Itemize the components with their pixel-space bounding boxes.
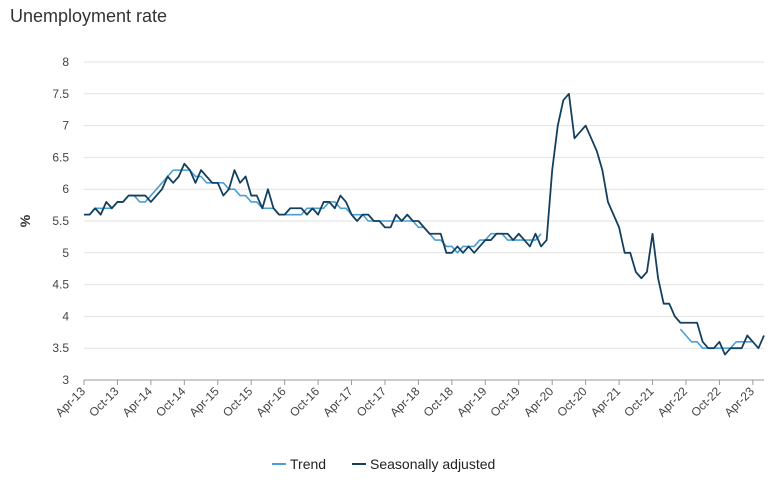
y-tick-label: 7 [62, 119, 69, 133]
x-tick-label: Apr-20 [521, 384, 557, 420]
x-tick-label: Oct-17 [354, 384, 390, 420]
x-tick-label: Oct-15 [220, 384, 256, 420]
y-tick-label: 6.5 [52, 150, 69, 164]
y-tick-label: 4 [62, 309, 69, 323]
seasonally-adjusted-line [84, 92, 765, 356]
x-tick-label: Apr-15 [187, 384, 223, 420]
x-tick-label: Apr-16 [253, 384, 289, 420]
x-tick-label: Oct-21 [621, 384, 657, 420]
x-tick-label: Apr-14 [120, 384, 156, 420]
y-axis-label: % [17, 214, 33, 227]
x-tick-label: Oct-22 [688, 384, 724, 420]
series-lines [84, 92, 765, 356]
trend-line [84, 169, 753, 349]
x-tick-label: Oct-13 [86, 384, 122, 420]
gridlines [84, 61, 764, 381]
x-axis: Apr-13Oct-13Apr-14Oct-14Apr-15Oct-15Apr-… [53, 380, 757, 420]
legend: Trend Seasonally adjusted [272, 456, 495, 472]
x-tick-label: Apr-18 [387, 384, 423, 420]
y-tick-label: 5.5 [52, 214, 69, 228]
y-tick-label: 7.5 [52, 87, 69, 101]
x-tick-label: Oct-14 [153, 384, 189, 420]
y-tick-label: 3.5 [52, 341, 69, 355]
y-tick-label: 5 [62, 246, 69, 260]
y-axis-ticks: 3 3.5 4 4.5 5 5.5 6 6.5 7 7.5 8 [52, 55, 69, 387]
x-tick-label: Oct-18 [421, 384, 457, 420]
x-tick-label: Oct-19 [488, 384, 524, 420]
legend-label: Seasonally adjusted [370, 456, 495, 472]
x-tick-label: Apr-22 [655, 384, 691, 420]
x-tick-label: Apr-21 [588, 384, 624, 420]
chart-title: Unemployment rate [10, 6, 168, 26]
x-tick-label: Oct-20 [554, 384, 590, 420]
x-tick-label: Apr-23 [722, 384, 758, 420]
x-tick-label: Apr-13 [53, 384, 89, 420]
y-tick-label: 8 [62, 55, 69, 69]
y-tick-label: 6 [62, 182, 69, 196]
x-tick-label: Apr-17 [320, 384, 356, 420]
x-tick-label: Apr-19 [454, 384, 490, 420]
legend-label: Trend [290, 456, 326, 472]
y-tick-label: 4.5 [52, 278, 69, 292]
x-tick-label: Oct-16 [287, 384, 323, 420]
y-tick-label: 3 [62, 373, 69, 387]
